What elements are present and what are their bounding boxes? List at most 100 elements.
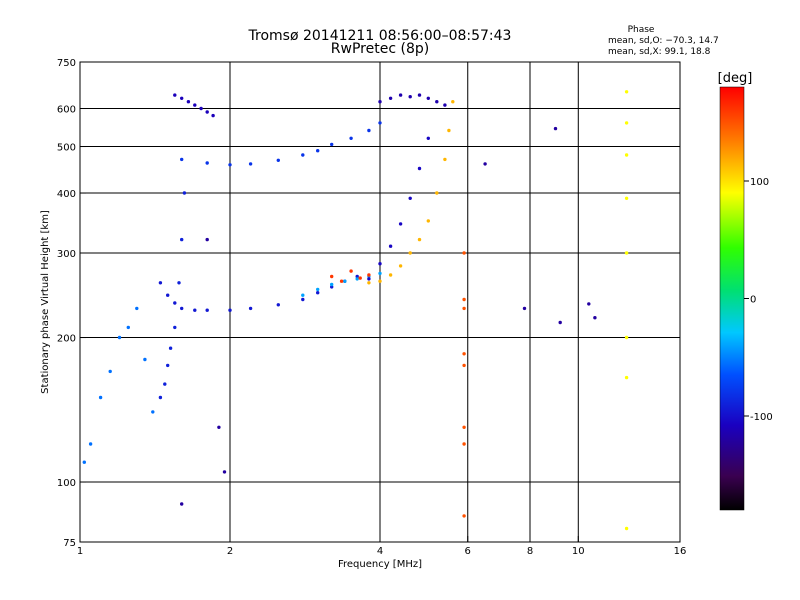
data-point: [330, 285, 334, 289]
data-point: [330, 282, 334, 287]
data-point: [408, 196, 412, 200]
data-point: [301, 153, 305, 157]
data-point: [193, 308, 197, 312]
data-point: [483, 162, 487, 166]
colorbar-label: [deg]: [718, 71, 753, 86]
data-point: [367, 281, 371, 285]
y-tick-label: 75: [63, 538, 76, 549]
data-point: [82, 460, 87, 464]
data-point: [166, 293, 170, 297]
data-point: [435, 100, 439, 104]
data-point: [349, 269, 353, 273]
x-tick-label: 16: [674, 546, 687, 557]
data-point: [408, 251, 412, 255]
data-point: [173, 93, 177, 97]
colorbar-tick-label: 0: [750, 295, 756, 306]
data-point: [624, 121, 629, 125]
data-point: [301, 293, 305, 297]
colorbar-ticks: 100 0 -100: [744, 177, 773, 423]
data-point: [222, 470, 227, 474]
data-point: [624, 196, 629, 200]
data-point: [349, 136, 353, 140]
data-point: [367, 273, 371, 277]
data-point: [462, 352, 466, 356]
x-tick-label: 2: [227, 546, 233, 557]
colorbar-tick-label: -100: [750, 412, 773, 423]
data-point: [462, 514, 466, 518]
data-point: [355, 277, 359, 281]
stats-line-x: mean, sd,X: 99.1, 18.8: [608, 47, 711, 57]
x-tick-label: 10: [572, 546, 585, 557]
data-point: [378, 121, 382, 125]
data-point: [443, 103, 447, 107]
data-point: [168, 346, 173, 350]
data-point: [624, 153, 629, 157]
chart-subtitle: RwPretec (8p): [331, 41, 429, 57]
data-point: [426, 96, 430, 101]
data-point: [217, 425, 221, 429]
data-point: [117, 335, 122, 340]
data-point: [388, 96, 393, 101]
data-point: [186, 100, 191, 104]
data-point: [330, 274, 334, 279]
data-point: [180, 502, 184, 506]
chart-title: Tromsø 20141211 08:56:00–08:57:43: [248, 28, 512, 44]
data-point: [355, 274, 359, 279]
data-point: [173, 325, 177, 330]
data-point: [108, 369, 112, 374]
data-point: [339, 279, 344, 283]
data-point: [177, 281, 181, 285]
data-point: [624, 526, 629, 531]
data-point: [624, 375, 629, 380]
data-point: [462, 306, 466, 311]
data-point: [462, 251, 466, 255]
data-point: [276, 303, 280, 307]
data-point: [435, 191, 439, 195]
data-point: [180, 306, 184, 311]
data-point: [624, 251, 629, 255]
data-point: [126, 325, 130, 330]
data-point: [398, 93, 403, 97]
data-point: [358, 276, 362, 280]
data-point: [462, 425, 466, 429]
x-tick-label: 6: [465, 546, 471, 557]
x-tick-label: 1: [77, 546, 83, 557]
data-point: [301, 297, 305, 302]
data-point: [522, 306, 527, 311]
y-axis-label: Stationary phase Virtual Height [km]: [40, 210, 51, 394]
data-point: [163, 382, 167, 386]
data-point: [343, 279, 347, 283]
data-point: [558, 320, 562, 325]
data-point: [173, 301, 177, 305]
y-axis: 75 100 200 300 400 500 600 750: [57, 58, 86, 549]
data-point: [462, 442, 466, 446]
data-point: [228, 163, 232, 167]
data-point: [316, 291, 320, 295]
data-point: [248, 162, 253, 166]
data-point: [182, 191, 187, 195]
data-point: [205, 161, 209, 165]
data-point: [248, 306, 253, 311]
data-point: [553, 126, 558, 131]
data-point: [330, 142, 334, 147]
data-point: [408, 95, 412, 99]
data-point: [426, 219, 430, 223]
data-point: [367, 277, 371, 281]
data-point: [587, 302, 591, 306]
x-axis: 1 2 4 6 8 10 16: [77, 536, 687, 557]
data-point: [378, 271, 382, 276]
colorbar: [719, 86, 745, 511]
data-point: [143, 357, 147, 362]
data-point: [378, 279, 382, 283]
x-axis-label: Frequency [MHz]: [338, 559, 422, 570]
data-point: [388, 273, 393, 277]
data-point: [180, 96, 184, 101]
y-tick-label: 100: [57, 478, 76, 489]
data-point: [193, 103, 197, 107]
data-point: [417, 166, 422, 171]
data-point: [151, 410, 155, 414]
data-point: [398, 222, 403, 226]
data-point: [211, 113, 215, 118]
stats-title: Phase: [628, 25, 655, 35]
